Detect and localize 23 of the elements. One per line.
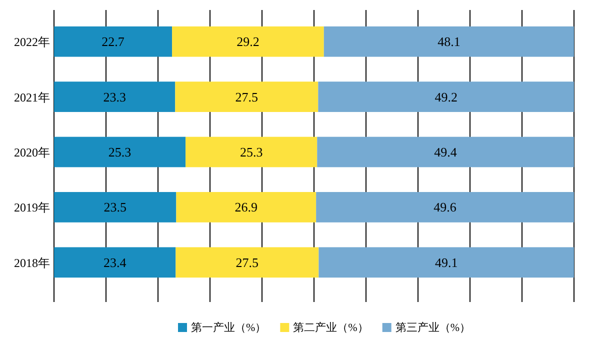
data-label: 27.5 [235, 89, 258, 104]
data-label: 23.3 [103, 89, 126, 104]
data-label: 29.2 [236, 34, 260, 50]
y-tick-label: 2019年 [14, 200, 50, 215]
legend-label: 第一产业（%） [191, 321, 266, 334]
y-tick-label: 2018年 [14, 256, 50, 270]
data-label: 26.9 [234, 200, 258, 215]
data-label: 27.5 [236, 254, 259, 270]
data-label: 49.1 [434, 254, 458, 270]
data-label: 23.5 [104, 200, 126, 215]
data-label: 49.6 [434, 200, 457, 215]
y-tick-label: 2020年 [14, 146, 50, 160]
data-label: 23.4 [103, 254, 127, 270]
data-label: 22.7 [102, 34, 125, 50]
legend-label: 第二产业（%） [293, 321, 368, 334]
data-label: 25.3 [108, 144, 132, 160]
data-label: 48.1 [438, 34, 460, 50]
y-tick-label: 2021年 [14, 90, 50, 104]
data-label: 25.3 [240, 144, 263, 160]
data-label: 49.2 [434, 89, 458, 104]
data-label: 49.4 [434, 144, 458, 160]
y-tick-label: 2022年 [14, 35, 50, 50]
legend-label: 第三产业（%） [395, 321, 471, 334]
